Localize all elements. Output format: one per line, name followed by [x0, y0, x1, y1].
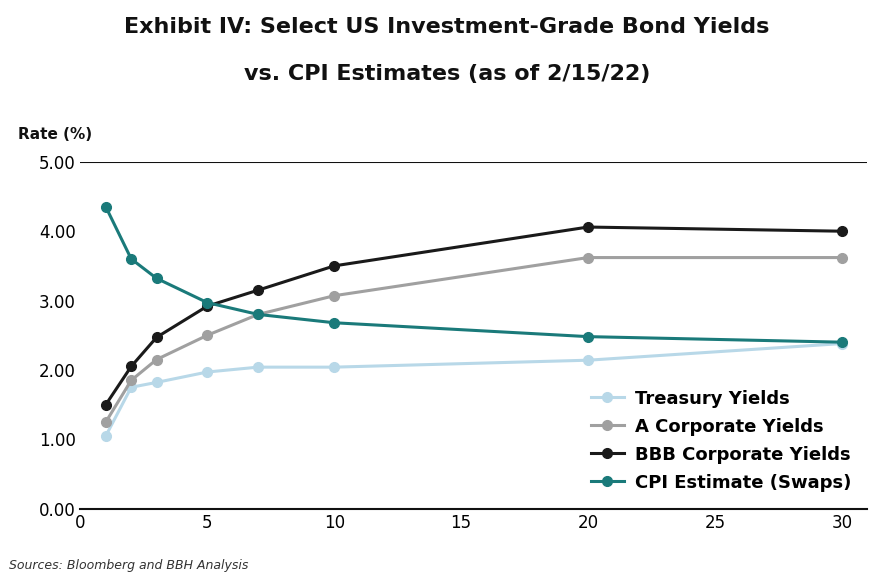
Line: Treasury Yields: Treasury Yields	[101, 339, 847, 440]
A Corporate Yields	[329, 292, 340, 299]
Legend: Treasury Yields, A Corporate Yields, BBB Corporate Yields, CPI Estimate (Swaps): Treasury Yields, A Corporate Yields, BBB…	[584, 382, 858, 499]
Treasury Yields	[100, 432, 111, 439]
CPI Estimate (Swaps)	[583, 333, 594, 340]
Line: BBB Corporate Yields: BBB Corporate Yields	[101, 222, 847, 409]
Text: Sources: Bloomberg and BBH Analysis: Sources: Bloomberg and BBH Analysis	[9, 560, 249, 572]
Treasury Yields	[202, 369, 213, 376]
CPI Estimate (Swaps)	[100, 203, 111, 210]
A Corporate Yields	[202, 332, 213, 339]
Line: CPI Estimate (Swaps): CPI Estimate (Swaps)	[101, 202, 847, 347]
BBB Corporate Yields	[583, 224, 594, 231]
BBB Corporate Yields	[100, 401, 111, 408]
A Corporate Yields	[100, 418, 111, 425]
A Corporate Yields	[583, 254, 594, 261]
Line: A Corporate Yields: A Corporate Yields	[101, 253, 847, 427]
A Corporate Yields	[253, 311, 264, 318]
Text: Rate (%): Rate (%)	[18, 127, 92, 142]
A Corporate Yields	[151, 356, 162, 363]
A Corporate Yields	[837, 254, 848, 261]
BBB Corporate Yields	[202, 303, 213, 310]
CPI Estimate (Swaps)	[151, 275, 162, 282]
Treasury Yields	[837, 340, 848, 347]
CPI Estimate (Swaps)	[202, 299, 213, 306]
A Corporate Yields	[126, 377, 137, 384]
CPI Estimate (Swaps)	[253, 311, 264, 318]
BBB Corporate Yields	[329, 262, 340, 269]
CPI Estimate (Swaps)	[126, 255, 137, 262]
CPI Estimate (Swaps)	[837, 339, 848, 346]
Text: Exhibit IV: Select US Investment-Grade Bond Yields: Exhibit IV: Select US Investment-Grade B…	[124, 17, 770, 38]
Treasury Yields	[583, 357, 594, 364]
Treasury Yields	[329, 364, 340, 370]
BBB Corporate Yields	[126, 363, 137, 370]
Treasury Yields	[151, 379, 162, 386]
Text: vs. CPI Estimates (as of 2/15/22): vs. CPI Estimates (as of 2/15/22)	[244, 64, 650, 84]
Treasury Yields	[126, 384, 137, 391]
Treasury Yields	[253, 364, 264, 370]
BBB Corporate Yields	[837, 228, 848, 235]
BBB Corporate Yields	[253, 287, 264, 294]
CPI Estimate (Swaps)	[329, 319, 340, 326]
BBB Corporate Yields	[151, 334, 162, 341]
